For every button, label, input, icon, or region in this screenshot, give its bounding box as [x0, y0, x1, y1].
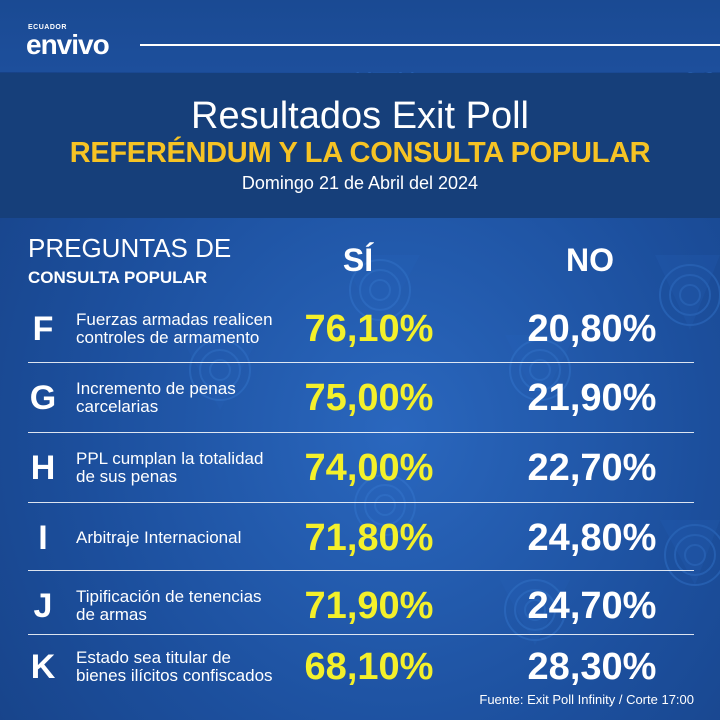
si-percentage: 76,10% — [304, 308, 434, 350]
question-description: Arbitraje Internacional — [76, 528, 242, 547]
page-subtitle: REFERÉNDUM Y LA CONSULTA POPULAR — [69, 137, 651, 169]
question-letter: I — [38, 519, 48, 557]
no-percentage: 22,70% — [527, 447, 657, 489]
brand-divider — [140, 44, 720, 46]
column-header-questions-line2: CONSULTA POPULAR — [28, 268, 208, 287]
source-note: Fuente: Exit Poll Infinity / Corte 17:00 — [479, 692, 694, 707]
result-row-h: H PPL cumplan la totalidad de sus penas … — [0, 433, 720, 503]
page-date: Domingo 21 de Abril del 2024 — [241, 173, 479, 193]
signal-triangle-icon — [345, 470, 425, 545]
question-description: Tipificación de tenencias de armas — [76, 587, 262, 624]
brand-logo-small: ECUADOR — [28, 24, 67, 31]
column-header-no: NO — [566, 242, 614, 278]
row-divider — [28, 432, 694, 433]
no-percentage: 28,30% — [527, 646, 657, 688]
row-divider — [28, 634, 694, 635]
result-row-i: I Arbitraje Internacional 71,80% 24,80% — [0, 503, 720, 573]
signal-triangle-icon — [340, 255, 420, 330]
result-row-k: K Estado sea titular de bienes ilícitos … — [0, 632, 720, 702]
top-bar: ECUADOR envivo — [0, 0, 720, 72]
si-percentage: 68,10% — [304, 646, 434, 688]
si-percentage: 71,80% — [304, 517, 434, 559]
no-percentage: 24,70% — [527, 585, 657, 627]
question-description: Estado sea titular de bienes ilícitos co… — [76, 648, 273, 685]
si-percentage: 74,00% — [304, 447, 434, 489]
row-divider — [28, 362, 694, 363]
question-letter: G — [29, 379, 57, 417]
signal-triangle-icon — [655, 255, 720, 330]
question-letter: H — [30, 449, 56, 487]
result-row-j: J Tipificación de tenencias de armas 71,… — [0, 571, 720, 641]
signal-triangle-icon — [500, 579, 570, 645]
no-percentage: 20,80% — [527, 308, 657, 350]
result-row-f: F Fuerzas armadas realicen controles de … — [0, 294, 720, 364]
question-letter: J — [33, 587, 53, 625]
signal-triangle-icon — [660, 520, 720, 586]
question-description: Incremento de penas carcelarias — [76, 379, 236, 416]
page-title: Resultados Exit Poll — [191, 95, 529, 137]
no-percentage: 24,80% — [527, 517, 657, 559]
si-percentage: 71,90% — [304, 585, 434, 627]
column-header-si: SÍ — [342, 242, 374, 278]
column-header-questions-line1: PREGUNTAS DE — [28, 233, 232, 263]
signal-triangle-icon — [505, 335, 575, 405]
row-divider — [28, 570, 694, 571]
question-description: Fuerzas armadas realicen controles de ar… — [76, 310, 273, 347]
result-row-g: G Incremento de penas carcelarias 75,00%… — [0, 363, 720, 433]
brand-logo-main: envivo — [26, 29, 110, 60]
question-letter: K — [30, 648, 56, 686]
si-percentage: 75,00% — [304, 377, 434, 419]
row-divider — [28, 502, 694, 503]
no-percentage: 21,90% — [527, 377, 657, 419]
question-description: PPL cumplan la totalidad de sus penas — [76, 449, 264, 486]
question-letter: F — [32, 310, 54, 348]
header-panel: Resultados Exit Poll REFERÉNDUM Y LA CON… — [0, 73, 720, 218]
signal-triangle-icon — [180, 335, 260, 410]
